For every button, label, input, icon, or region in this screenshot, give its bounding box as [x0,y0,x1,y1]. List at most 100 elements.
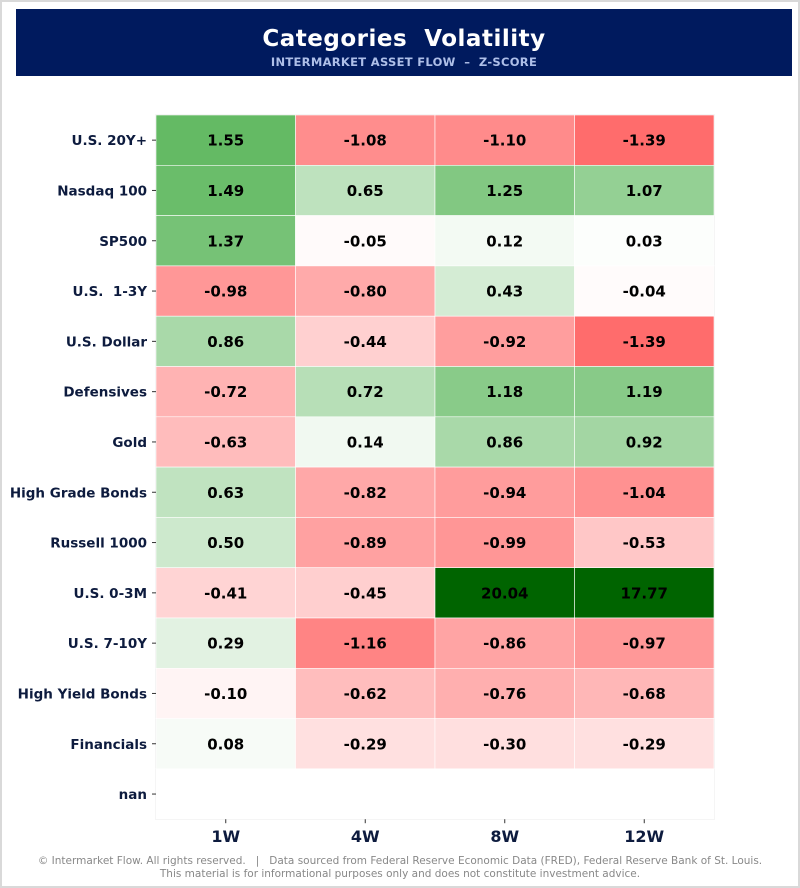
heatmap-cell [295,265,436,317]
heatmap-cell [155,366,296,418]
y-tick-label: U.S. Dollar [66,334,147,350]
title-banner: Categories Volatility INTERMARKET ASSET … [16,9,792,76]
heatmap-cell [434,617,575,669]
heatmap-cell [155,517,296,569]
cell-value-label: 1.37 [207,232,244,250]
heatmap-cell [155,667,296,719]
heatmap-cell [295,114,436,166]
cell-value-label: 0.12 [486,232,523,250]
chart-title: Categories Volatility [262,26,546,52]
heatmap-cell [155,466,296,518]
cell-value-label: -1.10 [483,132,526,150]
cell-value-label: 0.29 [207,635,244,653]
cell-value-label: -0.97 [623,635,666,653]
cell-value-label: -0.29 [344,735,387,753]
cell-value-label: 0.03 [626,232,663,250]
heatmap-cell [155,265,296,317]
cell-value-label: -0.53 [623,534,666,552]
x-tick-label: 8W [490,827,519,846]
cell-value-label: -0.99 [483,534,526,552]
cell-value-label: 1.18 [486,383,523,401]
cell-value-label: -0.82 [344,484,387,502]
heatmap-cell [434,466,575,518]
cell-value-label: 1.19 [626,383,663,401]
cell-value-label: 0.72 [347,383,384,401]
cell-value-label: -0.30 [483,735,526,753]
cell-value-label: -0.89 [344,534,387,552]
footer-copyright: © Intermarket Flow. All rights reserved.… [37,855,763,867]
cell-value-label: -0.04 [623,283,666,301]
cell-value-label: 1.25 [486,182,523,200]
x-tick-label: 4W [351,827,380,846]
cell-value-label: 1.07 [626,182,663,200]
cell-value-label: -0.86 [483,635,526,653]
heatmap-cell [434,265,575,317]
y-tick-label: U.S. 20Y+ [71,133,147,149]
footer-disclaimer: This material is for informational purpo… [159,868,641,880]
y-tick-label: Gold [112,435,147,451]
heatmap-cell [574,215,715,267]
cell-value-label: -0.92 [483,333,526,351]
y-tick-label: Nasdaq 100 [57,183,147,199]
cell-value-label: -1.08 [344,132,387,150]
y-tick-label: High Grade Bonds [10,485,147,501]
cell-value-label: -0.10 [204,685,247,703]
heatmap-cell [574,617,715,669]
cell-value-label: -1.39 [623,333,666,351]
cell-value-label: -0.45 [344,584,387,602]
y-tick-label: High Yield Bonds [18,686,147,702]
heatmap-cell [574,517,715,569]
cell-value-label: 1.55 [207,132,244,150]
heatmap-cell [574,667,715,719]
heatmap-cell [434,114,575,166]
cell-value-label: 0.63 [207,484,244,502]
heatmap-cell [434,315,575,367]
cell-value-label: -1.04 [623,484,666,502]
y-tick-label: SP500 [99,234,147,250]
heatmap-cell [574,416,715,468]
heatmap-cell [295,617,436,669]
cell-value-label: 0.43 [486,283,523,301]
cell-value-label: 20.04 [481,584,528,602]
cell-value-label: 0.65 [347,182,384,200]
cell-value-label: -0.63 [204,433,247,451]
cell-value-label: 0.50 [207,534,244,552]
heatmap-cell [574,366,715,418]
heatmap-cell [574,315,715,367]
heatmap-cell [155,165,296,216]
chart-subtitle: INTERMARKET ASSET FLOW – Z-SCORE [270,55,538,69]
heatmap-cell [574,114,715,166]
cell-value-label: 0.14 [347,433,384,451]
footer: © Intermarket Flow. All rights reserved.… [0,855,800,881]
cell-value-label: -1.16 [344,635,387,653]
heatmap-cell [295,416,436,468]
cell-value-label: -0.41 [204,584,247,602]
cell-value-label: 0.86 [207,333,244,351]
heatmap-cell [155,315,296,367]
cell-value-label: -0.80 [344,283,387,301]
heatmap-cell [295,718,436,770]
cell-value-label: 0.86 [486,433,523,451]
cell-value-label: -0.68 [623,685,666,703]
cell-value-label: -0.62 [344,685,387,703]
cell-value-label: 1.49 [207,182,244,200]
heatmap-cell [295,667,436,719]
heatmap-cell [434,768,575,820]
y-tick-label: U.S. 7-10Y [68,636,147,652]
x-tick-label: 1W [211,827,240,846]
heatmap-cell [155,567,296,619]
heatmap-cell [434,215,575,267]
heatmap-chart: 1.55 -1.08 -1.10 -1.39 1.49 0.65 1.25 1.07 1.37 -… [10,114,715,846]
heatmap-cell [295,567,436,619]
x-tick-label: 12W [624,827,664,846]
heatmap-cell [434,718,575,770]
heatmap-cell [155,215,296,267]
heatmap-cell [295,215,436,267]
heatmap-cell [574,165,715,216]
cell-value-label: -0.05 [344,232,387,250]
cell-value-label: -0.29 [623,735,666,753]
y-tick-label: Russell 1000 [50,536,147,552]
heatmap-cell [155,617,296,669]
heatmap-cell [574,265,715,317]
heatmap-cell [155,416,296,468]
